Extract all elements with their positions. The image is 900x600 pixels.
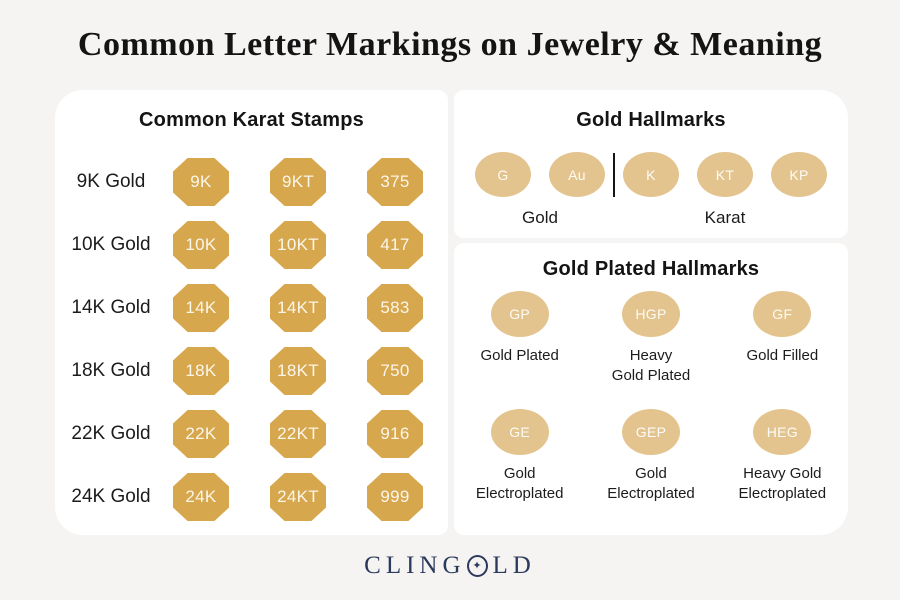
plated-item-label: Gold Electroplated — [607, 465, 695, 502]
hallmark-ellipse: KT — [697, 152, 753, 197]
stamp-octagon: 14K — [173, 284, 229, 332]
hallmark-ellipse: Au — [549, 152, 605, 197]
plated-item-hgp: HGP Heavy Gold Plated — [585, 291, 716, 386]
page-title: Common Letter Markings on Jewelry & Mean… — [77, 26, 823, 63]
karat-row-9k: 9K Gold 9K 9KT 375 — [55, 158, 448, 206]
karat-group-label: Karat — [704, 208, 746, 227]
hallmarks-panel-heading: Gold Hallmarks — [576, 109, 726, 131]
karat-row-10k: 10K Gold 10K 10KT 417 — [55, 221, 448, 269]
stamp-octagon: 375 — [367, 158, 423, 206]
plated-panel-heading: Gold Plated Hallmarks — [542, 258, 760, 280]
stamp-group: 22K 22KT 916 — [173, 410, 423, 458]
plated-item-label: Heavy Gold Plated — [611, 347, 691, 384]
karat-row-label: 24K Gold — [71, 486, 151, 507]
karat-row-label: 10K Gold — [71, 234, 151, 255]
karat-row-label: 9K Gold — [76, 171, 146, 192]
plated-item-gf: GF Gold Filled — [717, 291, 848, 366]
hallmark-ellipse: HGP — [621, 291, 680, 337]
stamp-group: 9K 9KT 375 — [173, 158, 423, 206]
brand-logo: CLING ✦ LD — [0, 552, 900, 580]
stamp-octagon: 18K — [173, 347, 229, 395]
logo-text-left: CLING — [364, 552, 466, 579]
stamp-octagon: 14KT — [270, 284, 326, 332]
stamp-octagon: 18KT — [270, 347, 326, 395]
gold-mark-group: G Au — [475, 152, 605, 197]
logo-compass-o-icon: ✦ — [466, 555, 488, 577]
stamp-octagon: 916 — [367, 410, 423, 458]
plated-item-label: Gold Plated — [480, 347, 559, 364]
karat-mark-group: K KT KP — [623, 152, 827, 197]
stamp-octagon: 999 — [367, 473, 423, 521]
gold-plated-hallmarks-panel: Gold Plated Hallmarks GP Gold Plated HGP… — [454, 243, 848, 535]
karat-row-22k: 22K Gold 22K 22KT 916 — [55, 410, 448, 458]
karat-row-18k: 18K Gold 18K 18KT 750 — [55, 347, 448, 395]
hallmark-ellipse: GEP — [621, 409, 680, 455]
stamp-octagon: 9K — [173, 158, 229, 206]
plated-item-label: Heavy Gold Electroplated — [738, 465, 827, 502]
stamp-octagon: 24KT — [270, 473, 326, 521]
gold-group-label: Gold — [522, 208, 558, 227]
karat-row-label: 22K Gold — [71, 423, 151, 444]
plated-item-heg: HEG Heavy Gold Electroplated — [717, 409, 848, 504]
plated-item-label: Gold Electroplated — [475, 465, 564, 502]
karat-row-label: 14K Gold — [71, 297, 151, 318]
hallmark-ellipse: HEG — [753, 409, 812, 455]
stamp-group: 10K 10KT 417 — [173, 221, 423, 269]
hallmark-ellipse: G — [475, 152, 531, 197]
hallmark-ellipse: GF — [753, 291, 812, 337]
karat-panel-heading: Common Karat Stamps — [139, 109, 364, 131]
stamp-octagon: 22KT — [270, 410, 326, 458]
plated-item-gep: GEP Gold Electroplated — [585, 409, 716, 504]
hallmark-ellipse: KP — [771, 152, 827, 197]
stamp-octagon: 10KT — [270, 221, 326, 269]
plated-grid: GP Gold Plated HGP Heavy Gold Plated GF … — [454, 291, 848, 504]
plated-item-gp: GP Gold Plated — [454, 291, 585, 366]
stamp-octagon: 9KT — [270, 158, 326, 206]
stamp-group: 14K 14KT 583 — [173, 284, 423, 332]
gold-hallmarks-panel: Gold Hallmarks G Au K KT KP Gold Karat — [454, 90, 848, 238]
karat-stamps-panel: Common Karat Stamps 9K Gold 9K 9KT 375 1… — [55, 90, 448, 535]
karat-rows: 9K Gold 9K 9KT 375 10K Gold 10K 10KT 417… — [55, 158, 448, 521]
group-divider — [613, 152, 615, 197]
logo-text-right: LD — [492, 552, 536, 579]
hallmark-ellipse: K — [623, 152, 679, 197]
stamp-octagon: 583 — [367, 284, 423, 332]
hallmarks-row: G Au K KT KP — [454, 152, 848, 197]
stamp-octagon: 417 — [367, 221, 423, 269]
hallmark-group-labels: Gold Karat — [454, 207, 848, 229]
stamp-octagon: 22K — [173, 410, 229, 458]
stamp-octagon: 24K — [173, 473, 229, 521]
karat-row-label: 18K Gold — [71, 360, 151, 381]
star-icon: ✦ — [472, 559, 482, 572]
hallmark-ellipse: GP — [490, 291, 549, 337]
karat-row-24k: 24K Gold 24K 24KT 999 — [55, 473, 448, 521]
label-spacer — [605, 207, 623, 229]
karat-row-14k: 14K Gold 14K 14KT 583 — [55, 284, 448, 332]
stamp-octagon: 750 — [367, 347, 423, 395]
plated-item-ge: GE Gold Electroplated — [454, 409, 585, 504]
stamp-group: 18K 18KT 750 — [173, 347, 423, 395]
stamp-octagon: 10K — [173, 221, 229, 269]
hallmark-ellipse: GE — [490, 409, 549, 455]
stamp-group: 24K 24KT 999 — [173, 473, 423, 521]
plated-item-label: Gold Filled — [746, 347, 819, 364]
